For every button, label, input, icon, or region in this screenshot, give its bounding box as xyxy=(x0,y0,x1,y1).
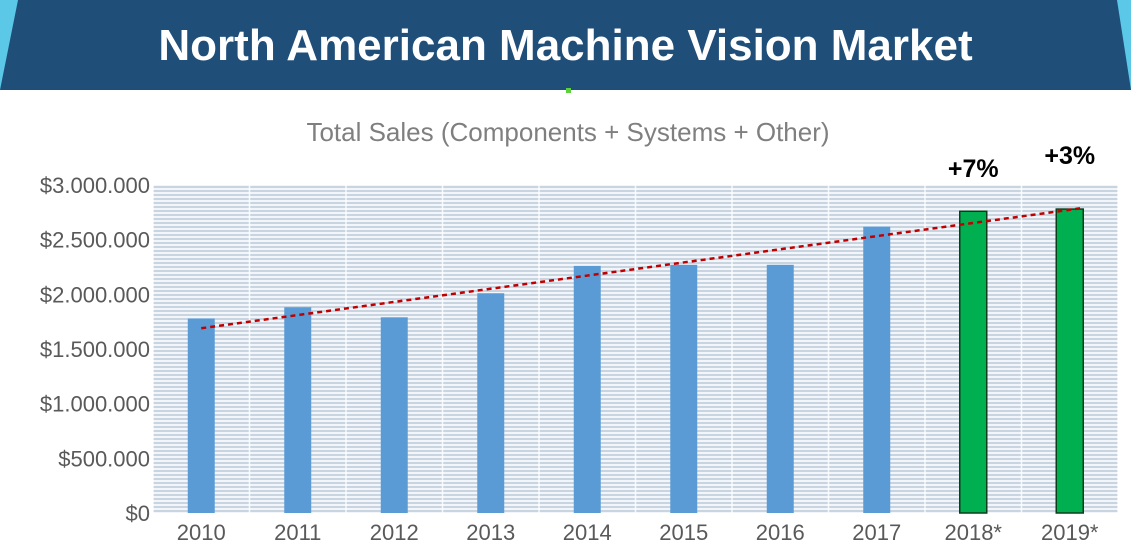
annotations: +7% +3% xyxy=(948,142,1095,183)
x-tick-label: 2012 xyxy=(370,520,419,545)
banner-accent-right xyxy=(1117,0,1131,90)
y-tick-label: $3.000.000 xyxy=(40,173,150,198)
bar-2016 xyxy=(766,264,794,513)
bar-2018-forecast xyxy=(959,210,988,514)
bar-2013 xyxy=(477,293,505,513)
bar-2015 xyxy=(670,264,698,513)
x-tick-label: 2019* xyxy=(1041,520,1099,545)
x-tick-label: 2018* xyxy=(944,520,1002,545)
y-tick-label: $2.000.000 xyxy=(40,282,150,307)
grid-lines xyxy=(152,185,1119,513)
x-tick-label: 2015 xyxy=(659,520,708,545)
bar-2010 xyxy=(187,318,215,513)
y-tick-label: $1.500.000 xyxy=(40,337,150,362)
trendline xyxy=(201,206,1084,330)
y-tick-label: $1.000.000 xyxy=(40,392,150,417)
bar-2019-forecast xyxy=(1055,208,1084,514)
chart-title: Total Sales (Components + Systems + Othe… xyxy=(306,117,829,147)
y-tick-label: $500.000 xyxy=(58,446,150,471)
page-title: North American Machine Vision Market xyxy=(158,21,973,70)
x-tick-label: 2014 xyxy=(563,520,612,545)
y-tick-label: $0 xyxy=(126,501,150,526)
x-tick-label: 2011 xyxy=(274,520,321,545)
x-tick-label: 2016 xyxy=(756,520,805,545)
y-axis-ticks: $0 $500.000 $1.000.000 $1.500.000 $2.000.000… xyxy=(40,173,150,526)
x-tick-label: 2017 xyxy=(852,520,901,545)
bar-2017 xyxy=(863,226,891,513)
growth-annotation: +3% xyxy=(1044,142,1095,170)
bar-2011 xyxy=(284,307,312,513)
banner-accent-left xyxy=(0,0,18,90)
title-banner xyxy=(0,0,1131,90)
selection-handle[interactable] xyxy=(566,88,571,93)
bar-2012 xyxy=(380,317,408,513)
bar-2014 xyxy=(573,265,601,513)
x-tick-label: 2010 xyxy=(177,520,226,545)
x-axis-ticks: 2010 2011 2012 2013 2014 2015 2016 2017 2018* 201… xyxy=(177,520,1099,545)
y-tick-label: $2.500.000 xyxy=(40,228,150,253)
x-tick-label: 2013 xyxy=(466,520,515,545)
trendline-group xyxy=(201,206,1084,330)
growth-annotation: +7% xyxy=(948,155,999,183)
